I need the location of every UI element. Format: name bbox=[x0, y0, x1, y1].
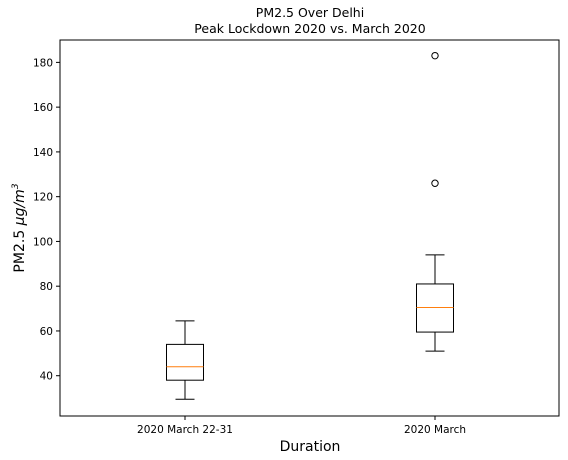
y-tick-label: 180 bbox=[33, 57, 53, 69]
y-axis-label: PM2.5 μg/m3 bbox=[11, 183, 28, 272]
y-axis-label-unit: μg/m bbox=[12, 189, 28, 226]
plot-frame bbox=[59, 39, 560, 417]
x-axis: 2020 March 22-31 2020 March bbox=[137, 416, 466, 436]
chart-subtitle: Peak Lockdown 2020 vs. March 2020 bbox=[194, 21, 425, 36]
y-tick-label: 140 bbox=[33, 147, 53, 159]
y-tick-label: 100 bbox=[33, 236, 53, 248]
y-tick-label: 80 bbox=[40, 281, 53, 293]
outlier-point bbox=[431, 179, 439, 187]
x-tick-label: 2020 March bbox=[404, 424, 466, 436]
iqr-box bbox=[166, 343, 204, 381]
plot-area bbox=[59, 39, 560, 417]
x-tick-label: 2020 March 22-31 bbox=[137, 424, 233, 436]
y-tick-label: 120 bbox=[33, 192, 53, 204]
y-axis: 40 60 80 100 120 140 160 180 bbox=[33, 57, 60, 383]
box-series bbox=[166, 51, 454, 400]
outlier-point bbox=[431, 51, 439, 60]
y-tick-label: 60 bbox=[40, 326, 53, 338]
y-axis-label-prefix: PM2.5 bbox=[12, 225, 28, 272]
y-axis-label-exponent: 3 bbox=[11, 183, 21, 189]
y-tick-label: 40 bbox=[40, 371, 53, 383]
chart-title: PM2.5 Over Delhi bbox=[256, 5, 364, 20]
iqr-box bbox=[416, 283, 454, 333]
y-tick-label: 160 bbox=[33, 102, 53, 114]
x-axis-label: Duration bbox=[280, 439, 341, 455]
